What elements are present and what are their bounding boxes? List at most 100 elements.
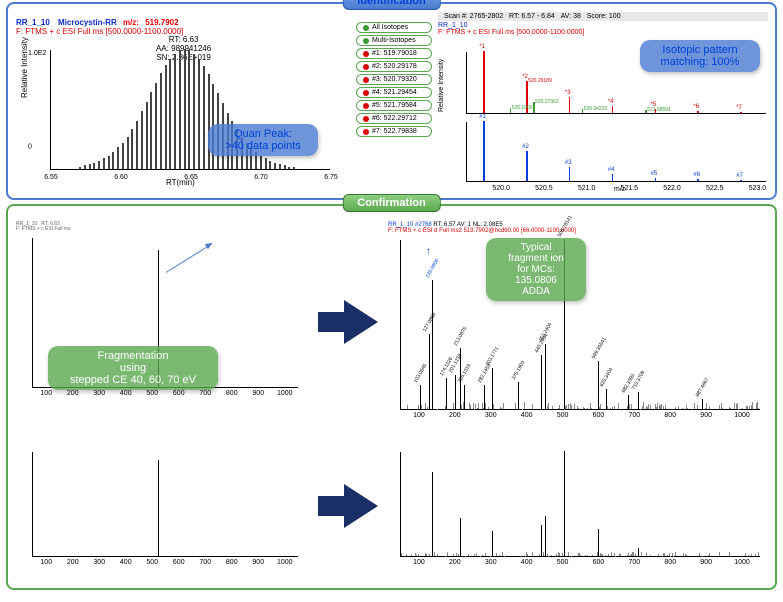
score-val: Score: 100 bbox=[587, 13, 621, 20]
ms2-peak-label: 127.0868 bbox=[421, 312, 437, 333]
peak-mz-label: 520.10007 bbox=[512, 105, 536, 111]
legend-label: #2: 520.29178 bbox=[372, 63, 417, 70]
ms2-stick bbox=[702, 399, 703, 409]
chrom-bar bbox=[160, 73, 162, 169]
ms2-rt: RT: 6.57 bbox=[433, 222, 455, 228]
precursor-xtick: 500 bbox=[146, 559, 158, 566]
peak-mz-label: 520.29189 bbox=[528, 78, 552, 84]
chrom-bar bbox=[179, 50, 181, 169]
ms-stick bbox=[526, 151, 528, 181]
isotope-legend-row[interactable]: #1: 519.79018 bbox=[356, 48, 432, 59]
precursor-xtick: 200 bbox=[67, 390, 79, 397]
peak-tag: #6 bbox=[693, 172, 700, 178]
ms2-xtick: 1000 bbox=[734, 412, 750, 419]
ms2-xtick: 1000 bbox=[734, 559, 750, 566]
identification-tab: Identification bbox=[342, 0, 440, 10]
ms-stick bbox=[697, 111, 699, 113]
ms2-xtick: 800 bbox=[664, 559, 676, 566]
ms2-xtick: 300 bbox=[485, 412, 497, 419]
ms2-xtick: 900 bbox=[700, 559, 712, 566]
chrom-ytick-top: 1.0E2 bbox=[28, 50, 46, 57]
isotope-legend-row[interactable]: #6: 522.29712 bbox=[356, 113, 432, 124]
peak-tag: *6 bbox=[693, 104, 699, 110]
legend-label: #1: 519.79018 bbox=[372, 50, 417, 57]
compound-name: Microcystin-RR bbox=[58, 18, 117, 27]
precursor-xtick: 300 bbox=[93, 390, 105, 397]
adda-l2: fragment ion bbox=[494, 253, 578, 264]
ms1-ylabel: Relative Intensity bbox=[438, 59, 445, 112]
ms2-stick bbox=[460, 518, 461, 556]
precursor-ms-panel-2: 1002003004005006007008009001000 bbox=[16, 446, 306, 576]
chrom-header: RR_1_10 Microcystin-RR m/z: 519.7902 bbox=[16, 18, 346, 27]
ms2-xtick: 500 bbox=[557, 559, 569, 566]
precursor-xtick: 1000 bbox=[277, 390, 293, 397]
chrom-bar bbox=[169, 59, 171, 169]
ms2-xtick: 400 bbox=[521, 412, 533, 419]
ms2-peak-label: 282.1453 bbox=[477, 363, 493, 384]
peak-tag: #2 bbox=[522, 144, 529, 150]
ms-stick bbox=[569, 167, 571, 181]
isotope-legend-row[interactable]: All Isotopes bbox=[356, 22, 432, 33]
chromatogram-panel: RR_1_10 Microcystin-RR m/z: 519.7902 F: … bbox=[16, 18, 346, 193]
adda-l3: for MCs: bbox=[494, 264, 578, 275]
legend-dot-icon bbox=[363, 64, 369, 70]
ms2-stick bbox=[541, 525, 542, 557]
chrom-bar bbox=[79, 167, 81, 169]
precursor-xtick: 800 bbox=[226, 390, 238, 397]
isotope-legend-row[interactable]: #5: 521.79584 bbox=[356, 100, 432, 111]
peak-tag: #7 bbox=[736, 173, 743, 179]
precursor-xtick: 300 bbox=[93, 559, 105, 566]
legend-dot-icon bbox=[363, 116, 369, 122]
chrom-bar bbox=[165, 65, 167, 169]
precursor-plot-2[interactable]: 1002003004005006007008009001000 bbox=[32, 452, 298, 557]
isotope-match-callout: Isotopic pattern matching: 100% bbox=[640, 40, 760, 72]
chrom-bar bbox=[265, 158, 267, 169]
chrom-bar bbox=[141, 111, 143, 169]
precursor-xtick: 100 bbox=[40, 390, 52, 397]
chrom-bar bbox=[293, 167, 295, 169]
chrom-bar bbox=[184, 49, 186, 169]
ms-stick bbox=[740, 180, 742, 181]
chrom-bar bbox=[146, 102, 148, 169]
peak-tag: #4 bbox=[608, 167, 615, 173]
av-val: AV: 38 bbox=[561, 13, 581, 20]
ms2-stick bbox=[492, 531, 493, 556]
chrom-bar bbox=[174, 54, 176, 169]
ms2-stick bbox=[638, 392, 639, 409]
ms2-xtick: 600 bbox=[593, 412, 605, 419]
isotope-legend-row[interactable]: #2: 520.29178 bbox=[356, 61, 432, 72]
peak-tag: *3 bbox=[565, 90, 571, 96]
chrom-ylabel: Relative Intensity bbox=[20, 37, 29, 98]
ms1-plot-theoretical[interactable]: #1#2#3#4#5#6#7520.0520.5521.0521.5522.05… bbox=[466, 122, 766, 182]
adda-l1: Typical bbox=[494, 242, 578, 253]
peak-tag: *5 bbox=[651, 102, 657, 108]
ms2-peak-label: 375.1903 bbox=[511, 360, 527, 381]
legend-label: #5: 521.79584 bbox=[372, 102, 417, 109]
ms2-plot-2[interactable]: 1002003004005006007008009001000 bbox=[400, 452, 760, 557]
chrom-bar bbox=[288, 167, 290, 169]
ms2-stick bbox=[628, 395, 629, 409]
ms2-stick bbox=[518, 382, 519, 409]
isotope-legend-row[interactable]: #7: 522.79838 bbox=[356, 126, 432, 137]
isotope-legend-row[interactable]: #4: 521.29454 bbox=[356, 87, 432, 98]
chrom-xtick: 6.75 bbox=[324, 174, 338, 181]
chrom-bar bbox=[127, 137, 129, 169]
peak-mz-label: 520.94222 bbox=[584, 106, 608, 112]
mz-value: 519.7902 bbox=[145, 18, 178, 27]
peak-tag: #1 bbox=[479, 114, 486, 120]
peak-tag: *4 bbox=[608, 99, 614, 105]
ms2-stick bbox=[638, 548, 639, 556]
chrom-bar bbox=[117, 147, 119, 169]
ms-stick bbox=[612, 174, 614, 181]
ms2-peak-label: 599.35541 bbox=[591, 337, 608, 360]
chrom-bar bbox=[103, 158, 105, 169]
precursor-xtick: 700 bbox=[199, 390, 211, 397]
isotope-legend-row[interactable]: Multi-Isotopes bbox=[356, 35, 432, 46]
ms2-stick bbox=[541, 355, 542, 409]
ms2-stick bbox=[432, 472, 433, 556]
legend-label: All Isotopes bbox=[372, 24, 408, 31]
peak-tag: *2 bbox=[522, 74, 528, 80]
isotope-legend-row[interactable]: #3: 520.79320 bbox=[356, 74, 432, 85]
precursor-xtick: 200 bbox=[67, 559, 79, 566]
precursor-xtick: 400 bbox=[120, 559, 132, 566]
